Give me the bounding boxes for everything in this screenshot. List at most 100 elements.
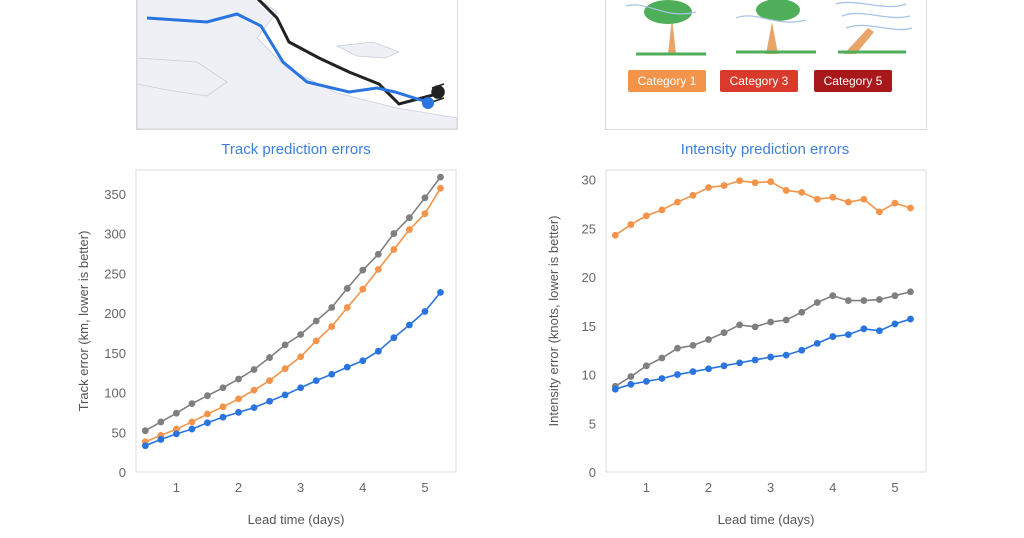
forecast-track-black xyxy=(256,0,438,106)
data-point xyxy=(611,231,619,239)
island xyxy=(335,41,401,59)
y-tick-label: 15 xyxy=(582,319,596,334)
data-point xyxy=(705,365,712,373)
track-section-title: Track prediction errors xyxy=(221,141,371,158)
data-point xyxy=(374,250,382,258)
y-tick-label: 0 xyxy=(589,465,596,480)
x-tick-label: 4 xyxy=(829,480,836,495)
plot-area xyxy=(135,169,457,473)
data-point xyxy=(813,299,821,306)
data-point xyxy=(141,442,149,450)
data-point xyxy=(235,408,242,416)
data-point xyxy=(328,323,336,330)
track-map xyxy=(137,0,457,129)
data-point xyxy=(359,357,367,365)
data-point xyxy=(312,377,320,385)
y-tick-label: 0 xyxy=(119,465,126,480)
data-point xyxy=(674,371,681,378)
data-point xyxy=(689,368,697,376)
data-point xyxy=(829,193,837,201)
tree-icon-category-3 xyxy=(735,0,816,54)
data-point xyxy=(204,392,211,400)
y-tick-label: 30 xyxy=(582,173,596,188)
tree-illustrations xyxy=(625,0,913,56)
data-point xyxy=(720,329,728,337)
y-tick-label: 150 xyxy=(104,346,126,361)
data-point xyxy=(689,191,697,199)
data-point xyxy=(172,425,180,433)
data-point xyxy=(767,318,775,326)
data-point xyxy=(658,206,666,214)
data-point xyxy=(891,320,899,328)
category-legend-panel: Category 1 Category 3 Category 5 xyxy=(605,0,927,130)
data-point xyxy=(188,425,196,433)
data-point xyxy=(343,285,351,292)
data-point xyxy=(250,404,258,412)
data-point xyxy=(312,337,320,345)
data-point xyxy=(798,189,806,196)
category-3-badge: Category 3 xyxy=(720,70,798,92)
data-point xyxy=(281,391,289,399)
data-point xyxy=(674,344,681,352)
category-5-badge: Category 5 xyxy=(814,70,892,92)
x-tick-label: 1 xyxy=(643,480,650,495)
tree-icon-category-1 xyxy=(625,0,706,56)
data-point xyxy=(907,204,914,212)
data-point xyxy=(250,386,258,394)
data-point xyxy=(266,397,273,405)
data-point xyxy=(627,380,635,388)
data-point xyxy=(875,296,883,303)
data-point xyxy=(798,308,806,316)
data-point xyxy=(343,363,351,371)
data-point xyxy=(297,331,305,338)
data-point xyxy=(658,354,666,362)
data-point xyxy=(266,377,273,385)
data-point xyxy=(782,316,790,324)
data-point xyxy=(736,321,743,329)
intensity-error-chart: 0 5 10 15 20 25 30 1 2 3 4 5 Lead time (days) Intensi… xyxy=(546,169,927,527)
intensity-section-title: Intensity prediction errors xyxy=(680,141,850,158)
y-tick-label: 20 xyxy=(582,270,596,285)
data-point xyxy=(374,265,382,273)
data-point xyxy=(188,400,196,408)
data-point xyxy=(219,413,227,421)
data-point xyxy=(437,288,444,296)
data-point xyxy=(875,208,883,216)
data-point xyxy=(359,285,367,293)
data-point xyxy=(891,292,899,300)
data-point xyxy=(860,297,868,304)
data-point xyxy=(421,210,429,218)
data-point xyxy=(813,340,821,347)
data-point xyxy=(172,430,180,438)
data-point xyxy=(751,179,759,187)
category-1-badge: Category 1 xyxy=(628,70,706,92)
data-point xyxy=(829,333,837,340)
data-point xyxy=(328,304,336,311)
x-tick-label: 5 xyxy=(891,480,898,495)
data-point xyxy=(860,325,868,333)
x-axis-label: Lead time (days) xyxy=(248,512,345,527)
y-axis-label: Track error (km, lower is better) xyxy=(76,231,91,412)
data-point xyxy=(250,366,258,373)
data-point xyxy=(829,292,837,300)
data-point xyxy=(689,341,697,349)
data-point xyxy=(374,347,382,355)
data-point xyxy=(235,395,242,403)
y-tick-label: 300 xyxy=(104,227,126,242)
x-tick-label: 3 xyxy=(297,480,304,495)
data-point xyxy=(437,184,444,192)
data-point xyxy=(421,308,429,315)
y-tick-label: 10 xyxy=(582,368,596,383)
data-point xyxy=(767,353,775,361)
x-tick-label: 3 xyxy=(767,480,774,495)
data-point xyxy=(437,173,444,181)
data-point xyxy=(767,178,775,186)
y-tick-label: 5 xyxy=(589,416,596,431)
data-point xyxy=(421,194,429,202)
data-point xyxy=(705,336,712,343)
data-point xyxy=(720,362,728,370)
data-point xyxy=(172,409,180,417)
data-point xyxy=(204,410,211,418)
data-point xyxy=(328,370,336,378)
data-point xyxy=(751,323,759,331)
